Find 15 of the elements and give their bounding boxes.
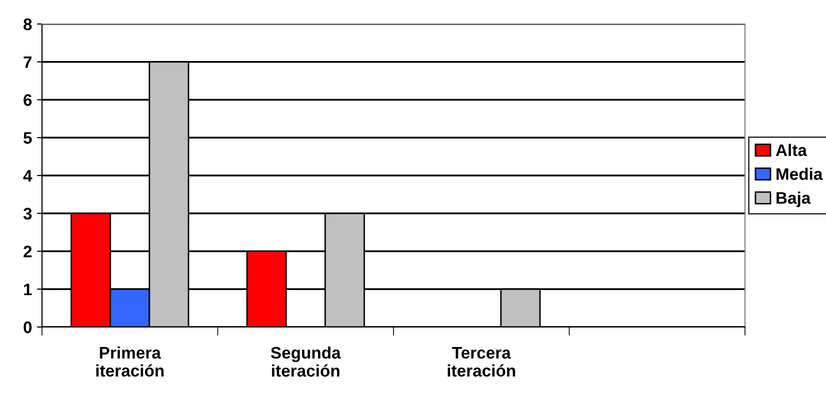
- x-tick-label: Tercera iteración: [448, 347, 516, 377]
- y-tick-label: 8: [24, 18, 32, 30]
- x-tick-label: Primera iteración: [96, 346, 164, 377]
- y-tick-label: 3: [23, 208, 32, 220]
- y-tick-label: 0: [24, 321, 32, 334]
- y-tick-label: 6: [24, 94, 32, 106]
- y-tick-label: 7: [24, 56, 32, 68]
- y-tick-label: 4: [23, 170, 32, 182]
- x-tick-label: Segunda iteración: [270, 346, 341, 377]
- y-tick-label: 1: [24, 284, 32, 296]
- y-tick-label: 5: [24, 132, 32, 144]
- legend-label: Media: [776, 168, 823, 180]
- legend-label: Alta: [776, 144, 808, 156]
- legend-label: Baja: [776, 192, 811, 208]
- y-tick-label: 2: [24, 246, 32, 258]
